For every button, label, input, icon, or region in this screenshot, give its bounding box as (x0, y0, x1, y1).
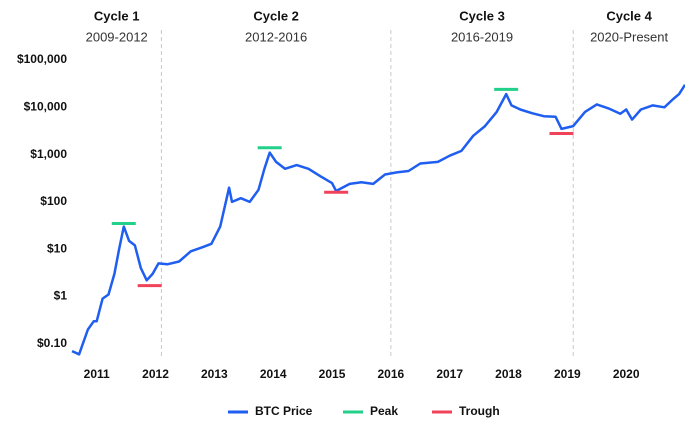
cycle-subtitle: 2020-Present (590, 29, 668, 44)
y-tick-label: $100,000 (17, 52, 67, 66)
x-tick-label: 2015 (319, 367, 346, 381)
x-tick-label: 2011 (84, 367, 110, 381)
x-tick-label: 2013 (201, 367, 228, 381)
legend-label: Peak (370, 404, 398, 418)
x-tick-label: 2020 (613, 367, 640, 381)
cycle-subtitle: 2016-2019 (451, 29, 513, 44)
y-tick-label: $10 (47, 241, 67, 255)
y-tick-label: $100 (40, 194, 67, 208)
x-tick-label: 2018 (495, 367, 522, 381)
y-tick-label: $1 (54, 289, 68, 303)
x-tick-label: 2016 (378, 367, 405, 381)
x-tick-label: 2017 (436, 367, 463, 381)
cycle-subtitle: 2009-2012 (86, 29, 148, 44)
legend-label: Trough (459, 404, 500, 418)
cycle-subtitle: 2012-2016 (245, 29, 307, 44)
x-tick-label: 2014 (260, 367, 287, 381)
y-tick-label: $0.10 (37, 336, 67, 350)
price-line (71, 84, 685, 356)
x-tick-label: 2019 (554, 367, 581, 381)
legend-label: BTC Price (255, 404, 313, 418)
x-tick-label: 2012 (142, 367, 169, 381)
cycle-title: Cycle 2 (253, 8, 299, 23)
cycle-title: Cycle 3 (459, 8, 505, 23)
y-tick-label: $10,000 (24, 99, 68, 113)
cycle-title: Cycle 1 (94, 8, 140, 23)
y-tick-label: $1,000 (30, 147, 67, 161)
cycle-title: Cycle 4 (606, 8, 652, 23)
